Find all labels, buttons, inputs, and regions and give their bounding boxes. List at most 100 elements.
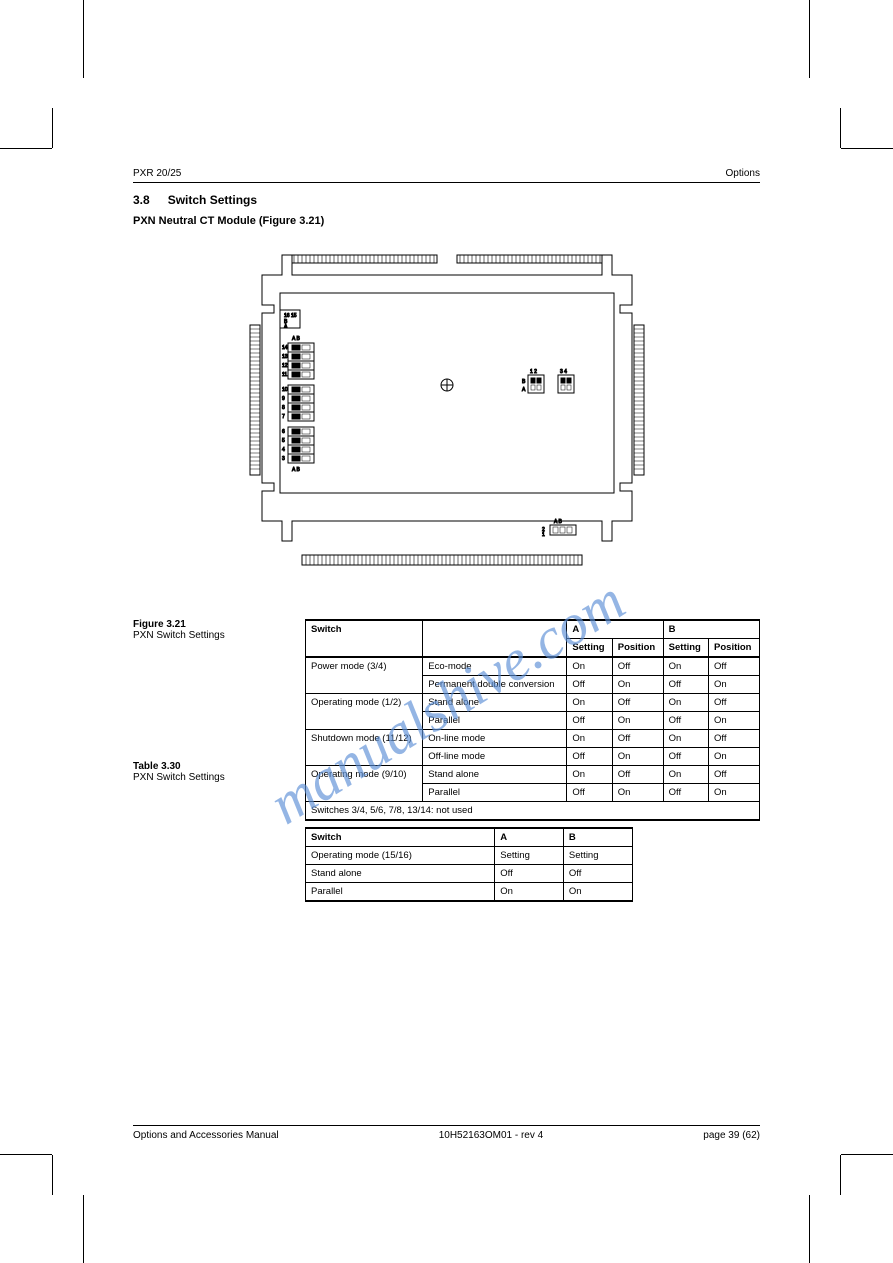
cell: On (567, 766, 612, 784)
cell: Off-line mode (423, 748, 567, 766)
svg-text:3 4: 3 4 (560, 369, 567, 375)
svg-text:9: 9 (282, 396, 285, 402)
cell: On (612, 712, 663, 730)
switch-settings-table-2: Switch A B Operating mode (15/16)Setting… (305, 827, 633, 902)
section-heading: 3.8 Switch Settings (133, 189, 760, 213)
col-switch: Switch (306, 620, 423, 657)
col-b: B (663, 620, 759, 639)
cell: Permanent double conversion (423, 676, 567, 694)
crop-mark (840, 108, 841, 148)
cell: On (612, 748, 663, 766)
cell: On (567, 657, 612, 676)
cell: Stand alone (306, 865, 495, 883)
cell: On (663, 657, 708, 676)
cell: On (663, 766, 708, 784)
crop-mark (841, 1154, 893, 1155)
col-b-position: Position (709, 639, 760, 658)
cell: On (709, 676, 760, 694)
svg-text:7: 7 (282, 414, 285, 420)
cell: Off (567, 712, 612, 730)
section-title: Switch Settings (168, 193, 257, 207)
switch-group: Operating mode (1/2) (306, 694, 423, 730)
cell: Parallel (423, 712, 567, 730)
t2-col-b: B (563, 828, 632, 847)
cell: On (567, 694, 612, 712)
svg-text:6: 6 (282, 429, 285, 435)
col-a: A (567, 620, 663, 639)
cell: Off (663, 748, 708, 766)
col-blank (423, 620, 567, 657)
cell: Off (567, 748, 612, 766)
cell: On-line mode (423, 730, 567, 748)
figure-caption-text: PXN Switch Settings (133, 630, 225, 641)
header-rule (133, 182, 760, 183)
cell: On (663, 694, 708, 712)
cell: Off (709, 766, 760, 784)
crop-mark (83, 1195, 84, 1263)
cell: Setting (495, 847, 564, 865)
page-content: PXR 20/25 Options 3.8 Switch Settings PX… (83, 148, 810, 1155)
table-number: Table 3.30 (133, 761, 181, 772)
pcb-svg: 16 15 B A A B (232, 235, 662, 605)
crop-mark (841, 148, 893, 149)
cell: On (709, 784, 760, 802)
svg-text:4: 4 (282, 447, 285, 453)
cell: Off (709, 657, 760, 676)
crop-mark (809, 0, 810, 78)
footer-left: Options and Accessories Manual (133, 1130, 279, 1141)
table1-footnote: Switches 3/4, 5/6, 7/8, 13/14: not used (306, 802, 760, 821)
cell: Setting (563, 847, 632, 865)
header-left: PXR 20/25 (133, 168, 181, 179)
page-header: PXR 20/25 Options (133, 168, 760, 179)
crop-mark (52, 108, 53, 148)
crop-mark (809, 1195, 810, 1263)
cell: Off (709, 694, 760, 712)
svg-text:8: 8 (282, 405, 285, 411)
svg-text:3: 3 (282, 456, 285, 462)
cell: Stand alone (423, 766, 567, 784)
cell: Parallel (423, 784, 567, 802)
cell: On (709, 712, 760, 730)
cell: Off (612, 694, 663, 712)
section-subtitle: PXN Neutral CT Module (Figure 3.21) (133, 215, 760, 227)
cell: On (663, 730, 708, 748)
figure-number: Figure 3.21 (133, 619, 186, 630)
cell: Off (612, 766, 663, 784)
cell: On (612, 676, 663, 694)
cell: On (709, 748, 760, 766)
cell: Off (663, 712, 708, 730)
crop-mark (0, 1154, 52, 1155)
t2-col-switch: Switch (306, 828, 495, 847)
crop-mark (83, 0, 84, 78)
cell: On (563, 883, 632, 902)
cell: On (612, 784, 663, 802)
cell: Off (567, 784, 612, 802)
cell: Stand alone (423, 694, 567, 712)
svg-text:1 2: 1 2 (530, 369, 537, 375)
crop-mark (0, 148, 52, 149)
switch-group: Power mode (3/4) (306, 657, 423, 694)
col-a-position: Position (612, 639, 663, 658)
cell: Off (663, 784, 708, 802)
cell: Off (612, 730, 663, 748)
svg-text:14: 14 (282, 345, 288, 351)
cell: Off (567, 676, 612, 694)
switch-settings-table-1: Switch A B Setting Position Setting Posi… (305, 619, 760, 821)
svg-text:13: 13 (282, 354, 288, 360)
svg-text:11: 11 (282, 372, 287, 378)
switch-group: Shutdown mode (11/12) (306, 730, 423, 766)
svg-text:1: 1 (542, 532, 545, 538)
cell: On (495, 883, 564, 902)
cell: Eco-mode (423, 657, 567, 676)
section-number: 3.8 (133, 193, 150, 207)
svg-text:10: 10 (282, 387, 288, 393)
footer-right: page 39 (62) (703, 1130, 760, 1141)
page-footer: Options and Accessories Manual 10H52163O… (133, 1125, 760, 1141)
cell: Off (612, 657, 663, 676)
svg-text:A B: A B (292, 467, 300, 473)
cell: Parallel (306, 883, 495, 902)
table-caption: Table 3.30 PXN Switch Settings (133, 761, 293, 783)
t2-col-a: A (495, 828, 564, 847)
cell: Off (663, 676, 708, 694)
crop-mark (840, 1155, 841, 1195)
